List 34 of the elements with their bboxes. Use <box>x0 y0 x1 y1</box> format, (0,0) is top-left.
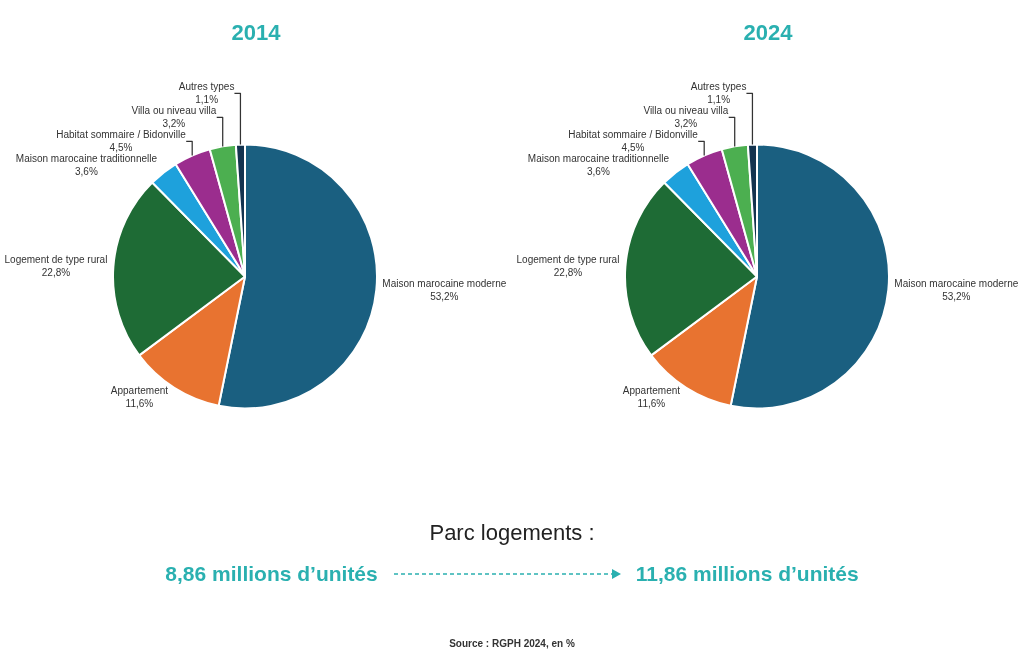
text: 11,86 millions d’unités <box>635 562 859 586</box>
slice-label: Villa ou niveau villa <box>643 105 729 117</box>
slice-label: Habitat sommaire / Bidonville <box>568 129 699 141</box>
chart-title: 2024 <box>743 19 794 45</box>
data-label: 3,2% <box>162 118 186 130</box>
slice-label: Maison marocaine moderne <box>894 277 1019 289</box>
data-label: 22,8% <box>553 267 583 279</box>
data-label: 53,2% <box>430 290 459 302</box>
data-label: 4,5% <box>621 142 645 154</box>
text: 8,86 millions d’unités <box>165 562 378 586</box>
slice-label: Autres types <box>690 81 747 93</box>
slice-label: Villa ou niveau villa <box>131 105 217 117</box>
data-label: 3,2% <box>674 118 698 130</box>
slice-label: Habitat sommaire / Bidonville <box>56 129 187 141</box>
data-label: 4,5% <box>109 142 133 154</box>
data-label: 1,1% <box>707 94 731 106</box>
data-label: 3,6% <box>75 166 98 178</box>
slice-label: Appartement <box>110 384 169 396</box>
data-label: 1,1% <box>195 94 219 106</box>
data-label: 53,2% <box>942 290 971 302</box>
data-label: 11,6% <box>125 397 154 409</box>
text: Parc logements : <box>428 520 596 546</box>
slice-label: Maison marocaine traditionnelle <box>527 153 670 165</box>
slice-label: Maison marocaine moderne <box>382 277 507 289</box>
data-label: 11,6% <box>637 397 666 409</box>
source-note: Source : RGPH 2024, en % <box>448 638 576 649</box>
data-label: 3,6% <box>587 166 610 178</box>
chart-title: 2014 <box>231 19 282 45</box>
slice-label: Maison marocaine traditionnelle <box>15 153 158 165</box>
slice-label: Autres types <box>178 81 235 93</box>
data-label: 22,8% <box>41 267 71 279</box>
slice-label: Appartement <box>622 384 681 396</box>
slice-label: Logement de type rural <box>4 254 108 266</box>
slice-label: Logement de type rural <box>516 254 620 266</box>
